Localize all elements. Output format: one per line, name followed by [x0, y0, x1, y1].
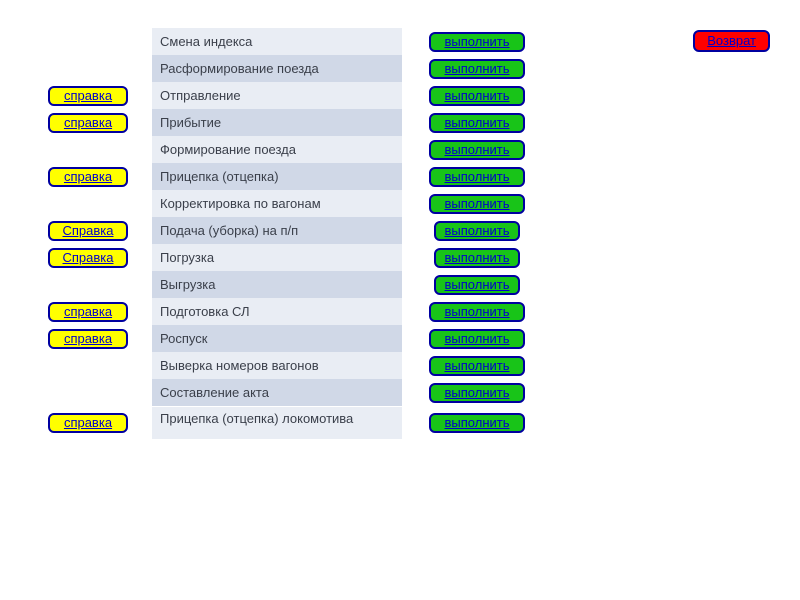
table-row: Выверка номеров вагонов выполнить — [24, 352, 584, 379]
return-button[interactable]: Возврат — [693, 30, 770, 52]
exec-cell: выполнить — [402, 302, 552, 322]
exec-cell: выполнить — [402, 356, 552, 376]
operations-table: Смена индексавыполнитьРасформирование по… — [24, 28, 584, 440]
operation-label: Корректировка по вагонам — [152, 190, 402, 217]
execute-button[interactable]: выполнить — [429, 86, 525, 106]
execute-button[interactable]: выполнить — [429, 113, 525, 133]
operation-label: Прицепка (отцепка) — [152, 163, 402, 190]
exec-cell: выполнить — [402, 329, 552, 349]
table-row: справка Подготовка СЛ выполнить — [24, 298, 584, 325]
help-cell: справка — [24, 302, 152, 322]
operation-label: Погрузка — [152, 244, 402, 271]
operation-label: Подача (уборка) на п/п — [152, 217, 402, 244]
help-cell: справка — [24, 86, 152, 106]
table-row: Составление акта выполнить — [24, 379, 584, 406]
help-button[interactable]: справка — [48, 302, 128, 322]
table-row: Справка Погрузка выполнить — [24, 244, 584, 271]
help-button[interactable]: справка — [48, 86, 128, 106]
table-row: справка Прибытие выполнить — [24, 109, 584, 136]
table-row: Справка Подача (уборка) на п/п выполнить — [24, 217, 584, 244]
help-cell: справка — [24, 329, 152, 349]
exec-cell: выполнить — [402, 275, 552, 295]
table-row: Расформирование поезда выполнить — [24, 55, 584, 82]
exec-cell: выполнить — [402, 383, 552, 403]
operation-label: Смена индекса — [152, 28, 402, 55]
help-button[interactable]: справка — [48, 413, 128, 433]
execute-button[interactable]: выполнить — [429, 329, 525, 349]
table-row: справка Роспуск выполнить — [24, 325, 584, 352]
execute-button[interactable]: выполнить — [429, 302, 525, 322]
exec-cell: выполнить — [402, 194, 552, 214]
help-button[interactable]: Справка — [48, 248, 128, 268]
exec-cell: выполнить — [402, 248, 552, 268]
table-row: Выгрузка выполнить — [24, 271, 584, 298]
table-row: справка Прицепка (отцепка) локомотива выпо… — [24, 406, 584, 440]
help-cell: справка — [24, 113, 152, 133]
execute-button[interactable]: выполнить — [429, 356, 525, 376]
execute-button[interactable]: выполнить — [434, 221, 520, 241]
exec-cell: выполнить — [402, 59, 552, 79]
table-row: справка Прицепка (отцепка) выполнить — [24, 163, 584, 190]
help-button[interactable]: Справка — [48, 221, 128, 241]
exec-cell: выполнить — [402, 32, 552, 52]
table-row: справка Отправление выполнить — [24, 82, 584, 109]
table-row: Формирование поезда выполнить — [24, 136, 584, 163]
execute-button[interactable]: выполнить — [429, 383, 525, 403]
operation-label: Роспуск — [152, 325, 402, 352]
help-button[interactable]: справка — [48, 329, 128, 349]
exec-cell: выполнить — [402, 86, 552, 106]
execute-button[interactable]: выполнить — [429, 59, 525, 79]
execute-button[interactable]: выполнить — [429, 32, 525, 52]
operation-label: Отправление — [152, 82, 402, 109]
exec-cell: выполнить — [402, 221, 552, 241]
help-button[interactable]: справка — [48, 113, 128, 133]
help-cell: Справка — [24, 248, 152, 268]
help-cell: Справка — [24, 221, 152, 241]
operation-label: Расформирование поезда — [152, 55, 402, 82]
exec-cell: выполнить — [402, 167, 552, 187]
exec-cell: выполнить — [402, 113, 552, 133]
operation-label: Прицепка (отцепка) локомотива — [152, 407, 402, 439]
execute-button[interactable]: выполнить — [434, 248, 520, 268]
execute-button[interactable]: выполнить — [429, 167, 525, 187]
operation-label: Выверка номеров вагонов — [152, 352, 402, 379]
help-cell: справка — [24, 167, 152, 187]
execute-button[interactable]: выполнить — [429, 194, 525, 214]
execute-button[interactable]: выполнить — [434, 275, 520, 295]
operation-label: Прибытие — [152, 109, 402, 136]
operation-label: Выгрузка — [152, 271, 402, 298]
operation-label: Подготовка СЛ — [152, 298, 402, 325]
help-button[interactable]: справка — [48, 167, 128, 187]
operation-label: Формирование поезда — [152, 136, 402, 163]
help-cell: справка — [24, 413, 152, 433]
exec-cell: выполнить — [402, 413, 552, 433]
exec-cell: выполнить — [402, 140, 552, 160]
execute-button[interactable]: выполнить — [429, 413, 525, 433]
table-row: Смена индекса выполнить — [24, 28, 584, 55]
table-row: Корректировка по вагонам выполнить — [24, 190, 584, 217]
execute-button[interactable]: выполнить — [429, 140, 525, 160]
operation-label: Составление акта — [152, 379, 402, 406]
